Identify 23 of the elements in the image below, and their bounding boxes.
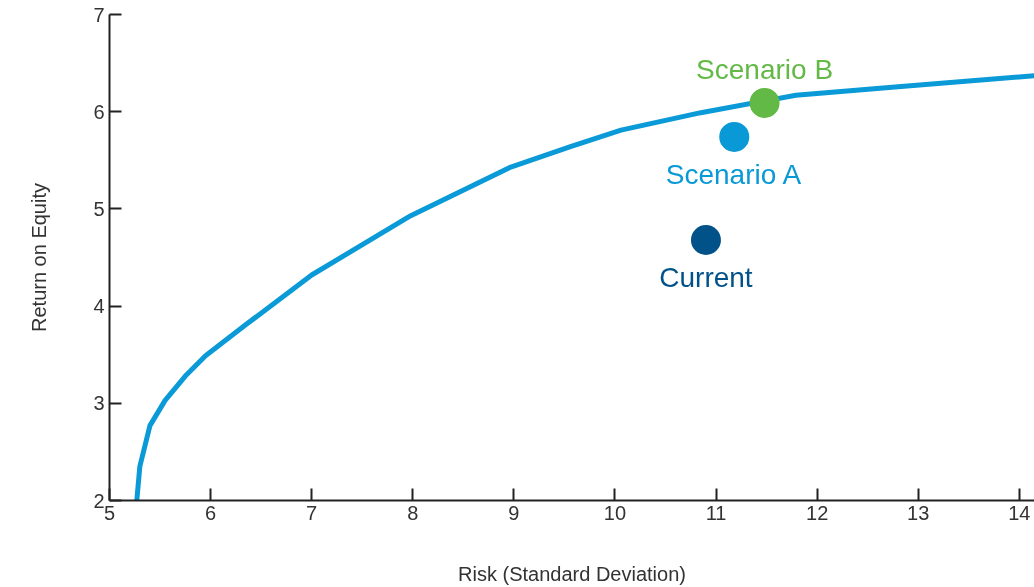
x-tick-label: 8 <box>407 501 419 524</box>
point <box>719 122 750 152</box>
x-axis-title: Risk (Standard Deviation) <box>458 562 686 585</box>
point <box>749 87 780 118</box>
y-tick-label: 5 <box>93 197 105 220</box>
y-tick-label: 3 <box>93 392 105 415</box>
x-tick-label: 6 <box>205 501 217 524</box>
x-tick-label: 9 <box>508 501 520 524</box>
y-tick-label: 2 <box>93 489 105 512</box>
y-tick-label: 6 <box>93 100 105 123</box>
series-label: Current <box>659 262 753 293</box>
x-tick-label: 11 <box>705 501 727 524</box>
series-label: Scenario B <box>696 53 834 85</box>
series-label: Scenario A <box>665 158 802 190</box>
y-tick-label: 7 <box>93 3 105 26</box>
x-tick-label: 13 <box>907 501 930 524</box>
y-axis-title: Return on Equity <box>28 183 51 332</box>
x-tick-label: 7 <box>306 501 318 524</box>
x-tick-label: 12 <box>806 501 829 524</box>
x-tick-label: 14 <box>1008 501 1031 524</box>
point <box>690 225 721 255</box>
x-tick-label: 10 <box>603 501 627 524</box>
y-tick-label: 4 <box>93 295 105 318</box>
